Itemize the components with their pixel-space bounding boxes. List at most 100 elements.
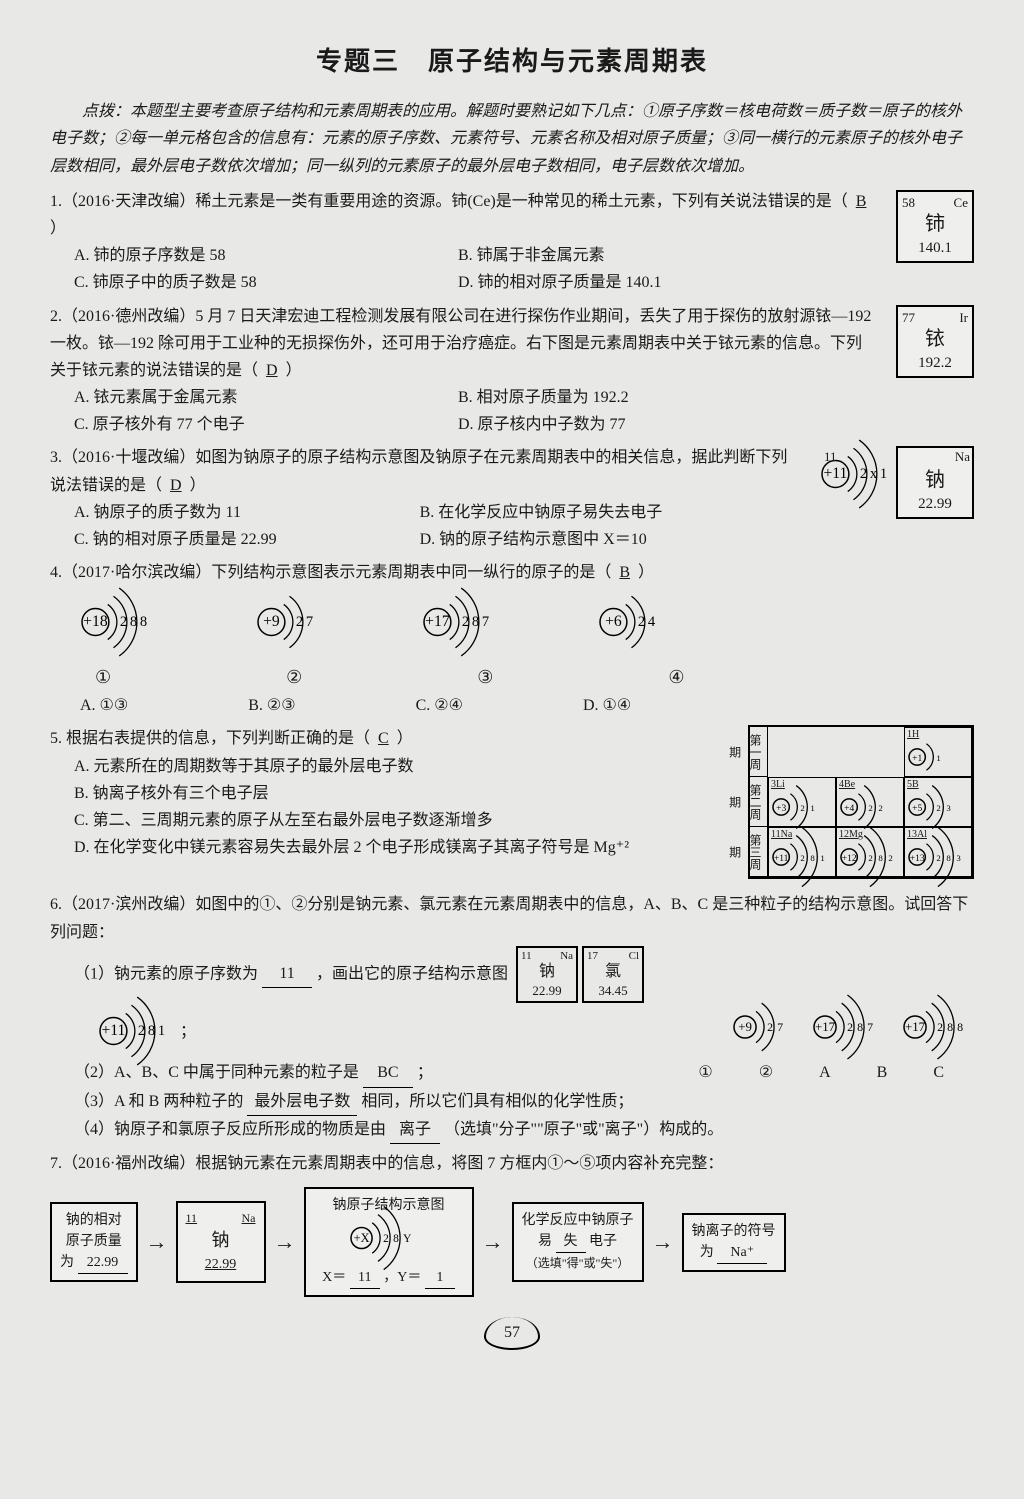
- q5-stem: 5. 根据右表提供的信息，下列判断正确的是（: [50, 730, 370, 747]
- q4-num-4: ④: [668, 662, 684, 693]
- svg-text:+5: +5: [912, 804, 922, 814]
- q6-atom-c: +17288: [902, 1004, 974, 1050]
- q7-b1-answer: 22.99: [78, 1252, 128, 1274]
- q6-p3a: （3）A 和 B 两种粒子的: [74, 1093, 243, 1110]
- q4-atom-3: +17287: [422, 594, 498, 650]
- q4-num-3: ③: [477, 662, 493, 693]
- q5-cell: 4Be+422: [836, 777, 904, 827]
- q3-stem2: ）: [190, 477, 206, 494]
- svg-text:2: 2: [937, 1020, 943, 1034]
- q3-element-card: 11 Na 钠 22.99: [896, 446, 974, 519]
- svg-text:7: 7: [867, 1020, 873, 1034]
- q6-card-cl: 17 Cl 氯 34.45: [582, 946, 644, 1004]
- svg-text:7: 7: [306, 614, 313, 630]
- svg-text:2: 2: [383, 1233, 389, 1245]
- question-2: 2.（2016·德州改编）5 月 7 日天津宏迪工程检测发展有限公司在进行探伤作…: [50, 303, 974, 439]
- q6-label-b: B: [877, 1059, 888, 1087]
- svg-text:8: 8: [857, 1020, 863, 1034]
- card-sym-cn: 钠: [518, 962, 576, 983]
- svg-text:1: 1: [880, 466, 887, 482]
- q5-cell: 1H+11: [904, 727, 972, 777]
- svg-text:Y: Y: [403, 1233, 411, 1245]
- q6-p1-answer: 11: [262, 960, 312, 988]
- svg-text:+18: +18: [83, 613, 108, 630]
- svg-text:2: 2: [800, 853, 804, 863]
- q5-cell: 11Na+11281: [768, 827, 836, 877]
- svg-text:7: 7: [482, 614, 489, 630]
- q7-b1c: 为: [60, 1255, 74, 1270]
- q1-opt-b: B. 铈属于非金属元素: [458, 242, 842, 269]
- q5-period-3: 第三周期: [750, 827, 768, 877]
- q5-cell: 12Mg+12282: [836, 827, 904, 877]
- q7-b3x-answer: 11: [350, 1267, 380, 1289]
- card-sym-en: Na: [955, 448, 970, 466]
- q6-label-1: ①: [698, 1059, 712, 1087]
- q1-opt-c: C. 铈原子中的质子数是 58: [74, 269, 458, 296]
- q7-b4d: （选填"得"或"失"）: [526, 1256, 630, 1270]
- svg-text:+12: +12: [842, 854, 857, 864]
- question-3: 3.（2016·十堰改编）如图为钠原子的原子结构示意图及钠原子在元素周期表中的相…: [50, 444, 974, 553]
- q4-atom-4: +624: [598, 594, 664, 650]
- card-mass: 22.99: [518, 983, 576, 1000]
- svg-text:+17: +17: [425, 613, 450, 630]
- q4-num-2: ②: [286, 662, 302, 693]
- svg-text:+1: +1: [912, 754, 922, 764]
- svg-text:1: 1: [158, 1023, 165, 1039]
- q2-opt-b: B. 相对原子质量为 192.2: [458, 384, 842, 411]
- svg-text:3: 3: [956, 853, 961, 863]
- card-sym-cn: 钠: [186, 1227, 256, 1254]
- q7-b3x: X＝: [322, 1270, 346, 1285]
- q6-atom-a: +927: [732, 1004, 794, 1050]
- arrow-icon: →: [652, 1223, 674, 1260]
- q3-answer: D: [166, 477, 186, 494]
- q4-opt-d: D. ①④: [583, 692, 631, 719]
- svg-text:+3: +3: [776, 804, 786, 814]
- q5-answer: C: [374, 730, 393, 747]
- q4-opt-c: C. ②④: [416, 692, 463, 719]
- card-mass: 192.2: [898, 353, 972, 374]
- svg-text:2: 2: [888, 853, 892, 863]
- svg-text:3: 3: [946, 803, 951, 813]
- svg-text:4: 4: [648, 614, 656, 630]
- q7-box-1: 钠的相对 原子质量 为 22.99: [50, 1202, 138, 1282]
- card-sym-cn: 铱: [898, 325, 972, 353]
- q1-opt-a: A. 铈的原子序数是 58: [74, 242, 458, 269]
- q6-card-na: 11 Na 钠 22.99: [516, 946, 578, 1004]
- q6-p1a: （1）钠元素的原子序数为: [74, 965, 258, 982]
- q3-opt-a: A. 钠原子的质子数为 11: [74, 499, 420, 526]
- arrow-icon: →: [482, 1223, 504, 1260]
- q6-p2b: ；: [417, 1064, 433, 1081]
- card-num: 58: [902, 194, 915, 212]
- q7-b4c: 电子: [589, 1234, 617, 1249]
- q7-b4a: 化学反应中钠原子: [522, 1213, 634, 1228]
- q2-stem2: ）: [286, 362, 302, 379]
- q6-p2-answer: BC: [363, 1059, 413, 1087]
- q6-label-2: ②: [759, 1059, 773, 1087]
- svg-text:+11: +11: [823, 465, 847, 482]
- q5-cell: 13Al+13283: [904, 827, 972, 877]
- q7-b3y: ，Y＝: [383, 1270, 421, 1285]
- card-sym-cn: 氯: [584, 962, 642, 983]
- q3-stem: 3.（2016·十堰改编）如图为钠原子的原子结构示意图及钠原子在元素周期表中的相…: [50, 449, 787, 493]
- card-num: 11: [824, 448, 837, 466]
- q6-p1b: ，画出它的原子结构示意图: [316, 965, 508, 982]
- q1-stem2: ）: [50, 220, 66, 237]
- arrow-icon: →: [274, 1223, 296, 1260]
- q7-stem: 7.（2016·福州改编）根据钠元素在元素周期表中的信息，将图 7 方框内①～⑤…: [50, 1150, 974, 1177]
- svg-text:2: 2: [936, 803, 940, 813]
- card-sym-en: Cl: [629, 949, 639, 963]
- card-sym-en: Na: [560, 949, 573, 963]
- q5-cell: 3Li+321: [768, 777, 836, 827]
- q4-num-1: ①: [95, 662, 111, 693]
- q7-b1a: 钠的相对: [66, 1213, 122, 1228]
- q5-opt-a: A. 元素所在的周期数等于其原子的最外层电子数: [74, 753, 714, 780]
- q2-opt-a: A. 铱元素属于金属元素: [74, 384, 458, 411]
- svg-text:2: 2: [868, 853, 872, 863]
- q1-element-card: 58 Ce 铈 140.1: [896, 190, 974, 263]
- card-num: 77: [902, 309, 915, 327]
- card-num: 11: [521, 949, 532, 963]
- q7-box-3: 钠原子结构示意图 +X28Y X＝ 11 ，Y＝ 1: [304, 1187, 474, 1297]
- card-sym-cn: 铈: [898, 210, 972, 238]
- q1-stem: 1.（2016·天津改编）稀土元素是一类有重要用途的资源。铈(Ce)是一种常见的…: [50, 193, 848, 210]
- card-sym-cn: 钠: [898, 466, 972, 494]
